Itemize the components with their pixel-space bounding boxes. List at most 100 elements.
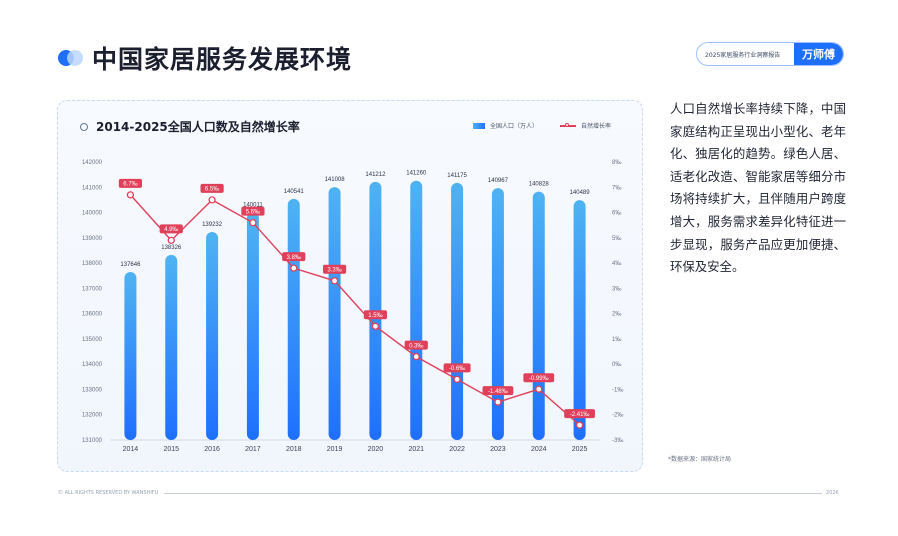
y-left-tick-label: 139000 bbox=[82, 236, 103, 242]
y-right-tick-label: 7‰ bbox=[612, 185, 621, 191]
growth-rate-label-bg bbox=[523, 373, 555, 383]
population-value-label: 140541 bbox=[284, 189, 305, 195]
y-right-tick-label: -2‰ bbox=[612, 413, 623, 419]
chart-legend: 全国人口（万人） 自然增长率 bbox=[473, 121, 611, 130]
y-right-tick-label: -1‰ bbox=[612, 387, 623, 393]
legend-item-population: 全国人口（万人） bbox=[473, 121, 538, 130]
legend-item-growth: 自然增长率 bbox=[560, 121, 611, 130]
y-left-tick-label: 134000 bbox=[82, 362, 103, 368]
population-bar bbox=[410, 180, 423, 440]
growth-rate-value-label: 6.7‰ bbox=[123, 182, 137, 188]
growth-rate-value-label: -2.41‰ bbox=[570, 412, 590, 418]
y-right-tick-label: 6‰ bbox=[612, 211, 621, 217]
x-tick-label: 2015 bbox=[163, 446, 179, 453]
population-value-label: 141260 bbox=[406, 171, 427, 177]
title-ring-icon bbox=[80, 122, 88, 131]
footer-page: 2026 bbox=[822, 490, 839, 496]
growth-rate-value-label: -1.48‰ bbox=[488, 389, 508, 395]
x-tick-label: 2020 bbox=[368, 446, 384, 453]
growth-rate-value-label: 0.3‰ bbox=[409, 343, 423, 349]
growth-rate-value-label: 4.9‰ bbox=[164, 227, 178, 233]
growth-rate-label-bg bbox=[404, 340, 428, 350]
population-bar bbox=[573, 200, 586, 440]
y-left-tick-label: 141000 bbox=[82, 185, 103, 191]
population-bar bbox=[491, 188, 504, 440]
y-right-tick-label: 3‰ bbox=[612, 286, 621, 292]
chart-card bbox=[57, 100, 643, 472]
population-value-label: 140828 bbox=[529, 182, 550, 188]
growth-rate-label-bg bbox=[322, 264, 347, 274]
growth-rate-line bbox=[129, 194, 581, 426]
growth-rate-point bbox=[290, 264, 298, 272]
growth-rate-point bbox=[330, 277, 339, 285]
x-tick-label: 2023 bbox=[490, 446, 506, 453]
growth-rate-value-label: 1.5‰ bbox=[368, 313, 382, 319]
legend-label-population: 全国人口（万人） bbox=[490, 123, 539, 130]
growth-rate-label-bg bbox=[564, 409, 595, 419]
growth-rate-point bbox=[208, 196, 216, 204]
growth-rate-value-label: -0.6‰ bbox=[449, 366, 465, 372]
y-right-tick-label: 1‰ bbox=[612, 337, 621, 343]
body-text: 人口自然增长率持续下降，中国家庭结构正呈现出小型化、老年化、独居化的趋势。绿色人… bbox=[670, 101, 846, 275]
x-tick-label: 2022 bbox=[449, 446, 465, 453]
legend-bar-swatch bbox=[473, 122, 485, 129]
y-right-tick-label: 5‰ bbox=[612, 236, 621, 242]
growth-rate-value-label: -0.99‰ bbox=[529, 376, 549, 382]
population-value-label: 140011 bbox=[243, 202, 263, 208]
population-bar bbox=[206, 231, 219, 440]
population-value-label: 140489 bbox=[570, 190, 591, 196]
growth-rate-point bbox=[453, 375, 461, 383]
growth-rate-point bbox=[575, 421, 584, 429]
population-bar bbox=[532, 191, 545, 440]
report-tag: 2025家居服务行业洞察报告 万师傅 bbox=[696, 42, 844, 66]
x-tick-label: 2014 bbox=[123, 446, 139, 453]
growth-rate-point bbox=[167, 236, 175, 244]
y-left-tick-label: 132000 bbox=[82, 413, 103, 419]
population-bar bbox=[246, 212, 259, 440]
growth-rate-value-label: 5.6‰ bbox=[246, 209, 260, 215]
page-title: 中国家居服务发展环境 bbox=[92, 45, 353, 74]
x-tick-label: 2024 bbox=[531, 446, 547, 453]
population-value-label: 138326 bbox=[161, 245, 182, 251]
growth-rate-label-bg bbox=[159, 224, 183, 234]
y-right-tick-label: 4‰ bbox=[612, 261, 621, 267]
chart-title-text: 2014-2025全国人口数及自然增长率 bbox=[96, 120, 300, 134]
y-left-tick-label: 138000 bbox=[82, 261, 103, 267]
growth-rate-point bbox=[126, 191, 135, 199]
y-left-tick-label: 142000 bbox=[82, 160, 103, 166]
growth-rate-label-bg bbox=[200, 183, 224, 193]
growth-rate-label-bg bbox=[241, 206, 265, 216]
population-bar bbox=[328, 187, 341, 440]
growth-rate-point bbox=[412, 352, 420, 361]
growth-rate-value-label: 6.5‰ bbox=[205, 187, 219, 193]
y-left-tick-label: 140000 bbox=[82, 211, 103, 217]
population-bar bbox=[165, 254, 178, 440]
x-tick-label: 2016 bbox=[204, 446, 220, 453]
growth-rate-label-bg bbox=[443, 363, 471, 373]
data-source: *数据来源：国家统计局 bbox=[668, 456, 732, 463]
legend-line-swatch bbox=[560, 122, 577, 127]
legend-label-growth: 自然增长率 bbox=[581, 123, 612, 130]
title-dots-icon bbox=[58, 48, 83, 68]
footer-copyright: © ALL RIGHTS RESERVED BY WANSHIFU bbox=[58, 490, 165, 496]
y-right-tick-label: 2‰ bbox=[612, 312, 621, 318]
growth-rate-label-bg bbox=[363, 310, 388, 320]
footer-divider bbox=[58, 493, 830, 494]
x-tick-label: 2017 bbox=[245, 446, 261, 453]
population-bar bbox=[124, 272, 137, 440]
population-bar bbox=[451, 182, 464, 440]
y-right-tick-label: 0‰ bbox=[612, 362, 621, 368]
y-right-tick-label: 8‰ bbox=[612, 160, 621, 166]
x-tick-label: 2019 bbox=[327, 446, 343, 453]
y-left-tick-label: 135000 bbox=[82, 337, 103, 343]
report-tag-text: 2025家居服务行业洞察报告 bbox=[705, 51, 781, 59]
growth-rate-point bbox=[371, 322, 380, 330]
x-tick-label: 2021 bbox=[408, 446, 424, 453]
population-value-label: 139232 bbox=[202, 222, 223, 228]
y-left-tick-label: 137000 bbox=[82, 286, 103, 292]
y-left-tick-label: 136000 bbox=[82, 312, 103, 318]
y-left-tick-label: 133000 bbox=[82, 387, 103, 393]
population-value-label: 137646 bbox=[120, 262, 141, 268]
page-header: 中国家居服务发展环境 bbox=[58, 40, 352, 76]
chart-title: 2014-2025全国人口数及自然增长率 bbox=[80, 118, 300, 135]
